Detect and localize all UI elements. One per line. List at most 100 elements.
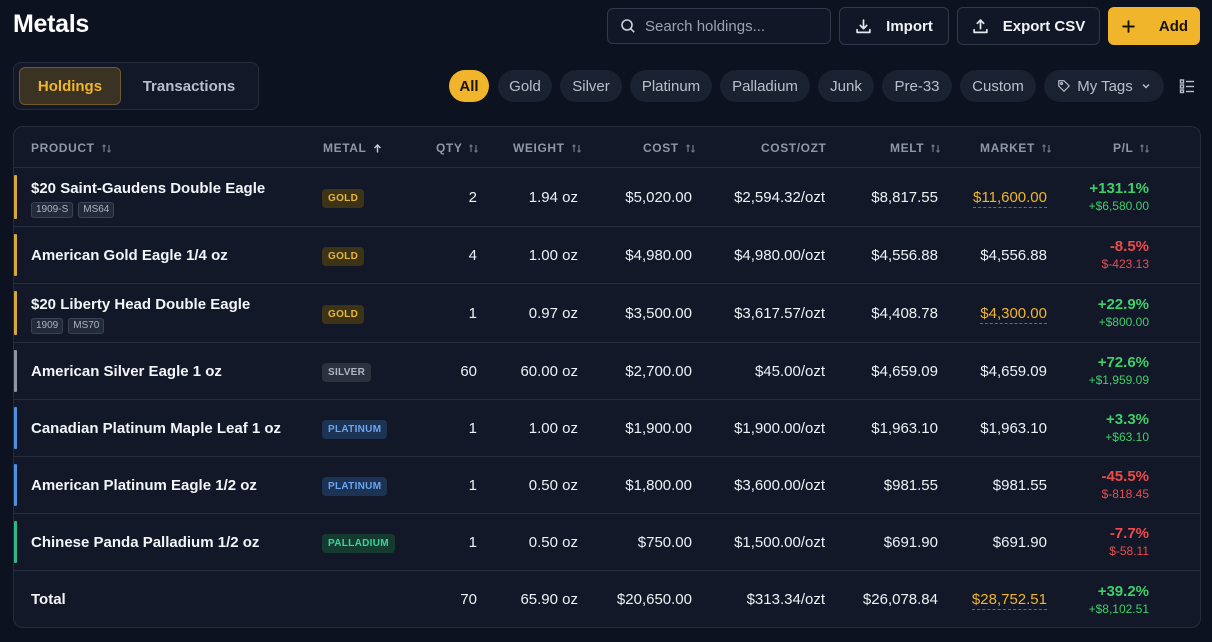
cost-ozt-cell: $45.00/ozt — [754, 363, 825, 380]
col-market-label: MARKET — [980, 141, 1035, 155]
total-melt: $26,078.84 — [862, 591, 938, 608]
melt-cell: $4,659.09 — [871, 363, 938, 380]
cost-cell: $2,700.00 — [625, 363, 692, 380]
export-csv-button-label: Export CSV — [1002, 17, 1086, 35]
cost-ozt-cell: $3,600.00/ozt — [734, 477, 825, 494]
melt-cell: $4,556.88 — [871, 247, 938, 264]
col-cost-ozt-label: COST/OZT — [761, 141, 827, 155]
add-button[interactable]: Add — [1108, 7, 1200, 45]
metal-color-bar — [14, 521, 17, 563]
import-button[interactable]: Import — [839, 7, 949, 45]
total-market-cell: $28,752.51 — [971, 591, 1047, 610]
col-pl[interactable]: P/L — [1113, 141, 1150, 155]
qty-cell: 1 — [468, 534, 477, 551]
filter-all[interactable]: All — [449, 70, 489, 102]
market-value: $981.55 — [992, 477, 1047, 494]
market-value: $11,600.00 — [973, 189, 1047, 208]
table-row[interactable]: American Gold Eagle 1/4 oz GOLD 4 1.00 o… — [14, 227, 1200, 284]
metal-color-bar — [14, 234, 17, 276]
product-name[interactable]: American Silver Eagle 1 oz — [31, 363, 222, 380]
filter-gold[interactable]: Gold — [498, 70, 552, 102]
col-weight[interactable]: WEIGHT — [513, 141, 582, 155]
total-weight: 65.90 oz — [520, 591, 578, 608]
filter-pre-33[interactable]: Pre-33 — [882, 70, 952, 102]
total-label: Total — [31, 591, 66, 608]
col-weight-label: WEIGHT — [513, 141, 565, 155]
product-name[interactable]: Chinese Panda Palladium 1/2 oz — [31, 534, 260, 551]
grade-tag: 1909-S — [31, 202, 74, 218]
product-name[interactable]: Canadian Platinum Maple Leaf 1 oz — [31, 420, 282, 437]
col-product[interactable]: PRODUCT — [31, 141, 112, 155]
grade-tag: MS70 — [68, 318, 105, 334]
weight-cell: 1.94 oz — [528, 189, 578, 206]
weight-cell: 1.00 oz — [528, 247, 578, 264]
table-row[interactable]: Canadian Platinum Maple Leaf 1 oz PLATIN… — [14, 400, 1200, 457]
table-header: PRODUCT METAL QTY WEIGHT COST COST/OZT M… — [14, 127, 1200, 168]
metal-badge: PLATINUM — [322, 477, 388, 496]
search-input[interactable] — [645, 17, 825, 35]
col-melt[interactable]: MELT — [890, 141, 941, 155]
sort-icon — [931, 143, 941, 153]
filter-my-tags[interactable]: My Tags — [1044, 70, 1164, 102]
total-market: $28,752.51 — [971, 591, 1047, 610]
metal-color-bar — [14, 350, 17, 392]
market-cell[interactable]: $11,600.00 — [973, 189, 1047, 208]
sort-icon — [1042, 143, 1051, 153]
cost-cell: $1,900.00 — [625, 420, 692, 437]
col-cost[interactable]: COST — [643, 141, 696, 155]
col-metal[interactable]: METAL — [323, 141, 383, 155]
cost-cell: $3,500.00 — [625, 305, 692, 322]
chevron-down-icon — [1142, 84, 1150, 89]
add-button-label: Add — [1158, 17, 1189, 35]
product-name[interactable]: $20 Liberty Head Double Eagle — [31, 296, 251, 313]
product-name[interactable]: $20 Saint-Gaudens Double Eagle — [31, 180, 266, 197]
sort-icon — [571, 143, 581, 153]
arrow-up-icon — [374, 143, 382, 152]
market-cell[interactable]: $4,300.00 — [980, 305, 1047, 324]
pl-percent: +3.3% — [1106, 411, 1149, 428]
col-qty[interactable]: QTY — [436, 141, 479, 155]
market-cell: $1,963.10 — [980, 420, 1047, 437]
product-name[interactable]: American Gold Eagle 1/4 oz — [31, 247, 228, 264]
filter-platinum[interactable]: Platinum — [630, 70, 712, 102]
search-box[interactable] — [607, 8, 831, 44]
filter-palladium[interactable]: Palladium — [720, 70, 810, 102]
pl-percent: -8.5% — [1109, 238, 1149, 255]
table-row[interactable]: American Platinum Eagle 1/2 oz PLATINUM … — [14, 457, 1200, 514]
tab-transactions[interactable]: Transactions — [142, 77, 236, 95]
product-tags: 1909-S MS64 — [31, 202, 119, 218]
qty-cell: 1 — [468, 477, 477, 494]
list-view-icon[interactable] — [1179, 78, 1195, 94]
col-product-label: PRODUCT — [31, 141, 95, 155]
market-value: $4,300.00 — [980, 305, 1047, 324]
table-row[interactable]: $20 Saint-Gaudens Double Eagle 1909-S MS6… — [14, 168, 1200, 227]
pl-amount: +$6,580.00 — [1088, 199, 1149, 213]
market-cell: $4,556.88 — [980, 247, 1047, 264]
weight-cell: 60.00 oz — [520, 363, 578, 380]
product-name[interactable]: American Platinum Eagle 1/2 oz — [31, 477, 257, 494]
tab-holdings[interactable]: Holdings — [19, 67, 121, 105]
melt-cell: $691.90 — [883, 534, 938, 551]
table-row[interactable]: American Silver Eagle 1 oz SILVER 60 60.… — [14, 343, 1200, 400]
col-melt-label: MELT — [890, 141, 925, 155]
qty-cell: 2 — [468, 189, 477, 206]
filter-junk[interactable]: Junk — [818, 70, 874, 102]
sort-icon — [685, 143, 695, 153]
col-qty-label: QTY — [436, 141, 463, 155]
table-row[interactable]: Chinese Panda Palladium 1/2 oz PALLADIUM… — [14, 514, 1200, 571]
col-market[interactable]: MARKET — [980, 141, 1052, 155]
market-value: $4,556.88 — [980, 247, 1047, 264]
search-icon — [621, 19, 635, 33]
weight-cell: 0.97 oz — [528, 305, 578, 322]
filter-silver[interactable]: Silver — [560, 70, 622, 102]
market-value: $4,659.09 — [980, 363, 1047, 380]
col-cost-ozt: COST/OZT — [761, 141, 826, 155]
pl-amount: $-818.45 — [1101, 487, 1149, 501]
table-row[interactable]: $20 Liberty Head Double Eagle 1909 MS70 G… — [14, 284, 1200, 343]
metal-color-bar — [14, 291, 17, 335]
cost-cell: $5,020.00 — [625, 189, 692, 206]
pl-percent: +72.6% — [1097, 354, 1149, 371]
export-csv-button[interactable]: Export CSV — [957, 7, 1100, 45]
view-toggle: Holdings Transactions — [13, 62, 259, 110]
filter-custom[interactable]: Custom — [960, 70, 1036, 102]
